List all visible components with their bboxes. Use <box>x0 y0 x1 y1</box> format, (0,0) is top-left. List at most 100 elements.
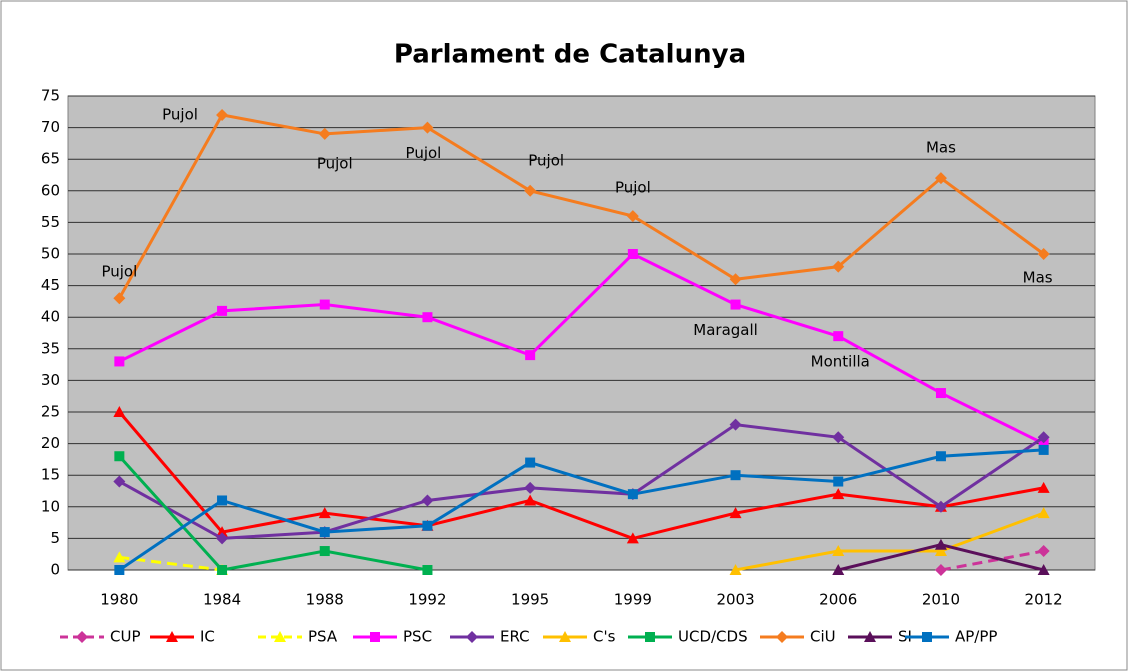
marker <box>832 431 845 444</box>
x-tick-label: 2006 <box>819 591 857 609</box>
marker <box>216 532 229 545</box>
series-line <box>118 455 428 572</box>
y-tick-label: 25 <box>41 403 60 421</box>
marker <box>113 292 126 305</box>
y-tick-label: 35 <box>41 339 60 357</box>
marker <box>274 631 286 642</box>
marker <box>832 260 845 273</box>
marker <box>729 507 742 519</box>
y-tick-label: 20 <box>41 434 60 452</box>
legend-label: CUP <box>110 628 141 646</box>
x-tick-label: 1999 <box>614 591 652 609</box>
marker <box>466 631 478 643</box>
x-tick-label: 1995 <box>511 591 549 609</box>
marker <box>524 184 537 197</box>
marker <box>864 631 876 642</box>
marker <box>217 305 228 316</box>
marker <box>935 451 946 462</box>
x-tick-label: 1988 <box>306 591 344 609</box>
marker <box>421 121 434 134</box>
y-tick-label: 15 <box>41 466 60 484</box>
series-line <box>940 549 1044 572</box>
marker <box>1038 438 1049 449</box>
marker <box>645 632 655 642</box>
marker <box>934 545 947 557</box>
marker <box>1037 507 1050 519</box>
marker <box>525 350 536 361</box>
marker <box>524 481 537 494</box>
legend-label: SI <box>898 628 912 646</box>
marker <box>729 418 742 431</box>
annotation: Maragall <box>693 321 758 339</box>
series-line <box>118 423 1045 540</box>
y-tick-label: 75 <box>41 87 60 105</box>
marker <box>318 507 331 519</box>
annotation: Mas <box>1023 269 1053 287</box>
x-tick-label: 1980 <box>100 591 138 609</box>
marker <box>627 249 638 259</box>
marker <box>319 527 330 538</box>
x-tick-label: 2003 <box>716 591 754 609</box>
chart-title: Parlament de Catalunya <box>394 40 746 70</box>
marker <box>370 632 380 642</box>
marker <box>729 564 742 575</box>
y-tick-label: 50 <box>41 245 60 263</box>
marker <box>730 299 741 310</box>
marker <box>421 494 434 507</box>
marker <box>1037 481 1050 493</box>
marker <box>422 565 433 575</box>
annotation: Pujol <box>101 263 137 281</box>
legend-label: PSC <box>403 628 432 646</box>
marker <box>626 210 639 223</box>
marker <box>833 476 844 487</box>
annotation: Pujol <box>615 179 651 197</box>
annotation: Pujol <box>406 144 442 162</box>
marker <box>1037 564 1050 575</box>
y-tick-label: 45 <box>41 276 60 294</box>
marker <box>730 470 741 481</box>
marker <box>76 631 88 643</box>
y-tick-label: 10 <box>41 497 60 515</box>
series-line <box>118 252 1045 445</box>
annotation: Pujol <box>162 105 198 123</box>
marker <box>114 451 125 462</box>
marker <box>626 532 639 544</box>
legend-label: ERC <box>500 628 530 646</box>
marker <box>922 632 932 642</box>
marker <box>319 299 330 310</box>
marker <box>216 526 229 538</box>
marker <box>934 172 947 185</box>
y-tick-label: 30 <box>41 371 60 389</box>
marker <box>776 631 788 643</box>
y-tick-label: 40 <box>41 308 60 326</box>
marker <box>114 356 125 367</box>
marker <box>319 546 330 557</box>
marker <box>934 500 947 513</box>
legend-label: AP/PP <box>955 628 997 646</box>
series-line <box>735 511 1045 572</box>
marker <box>113 406 126 417</box>
marker <box>422 312 433 323</box>
marker <box>934 538 947 550</box>
marker <box>832 488 845 500</box>
marker <box>113 551 126 563</box>
annotation: Pujol <box>528 151 564 169</box>
marker <box>525 457 536 468</box>
marker <box>832 545 845 557</box>
marker <box>833 331 844 342</box>
marker <box>627 489 638 500</box>
marker <box>217 565 228 575</box>
marker <box>1037 545 1050 558</box>
legend-label: IC <box>200 628 215 646</box>
legend-label: C's <box>593 628 616 646</box>
marker <box>216 108 229 121</box>
y-tick-label: 55 <box>41 213 60 231</box>
y-tick-label: 60 <box>41 181 60 199</box>
marker <box>113 475 126 488</box>
marker <box>729 273 742 286</box>
legend-label: UCD/CDS <box>678 628 748 646</box>
series-line <box>118 113 1045 299</box>
series-line <box>118 448 1044 572</box>
series-line <box>118 411 1044 540</box>
